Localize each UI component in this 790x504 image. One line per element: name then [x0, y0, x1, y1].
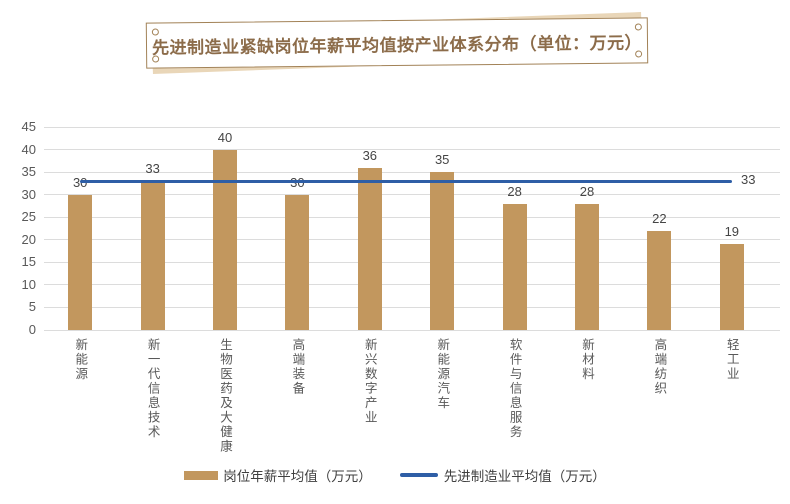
average-line — [80, 179, 732, 183]
average-line-label: 33 — [741, 172, 756, 188]
gridline — [44, 126, 780, 128]
bar-value-label: 40 — [217, 129, 233, 145]
gridline — [44, 261, 780, 263]
x-axis-category-label: 新一代信息技术 — [145, 338, 160, 440]
gridline — [44, 284, 780, 286]
gridline — [44, 171, 780, 173]
bar-value-label: 33 — [145, 161, 160, 177]
bar — [719, 244, 744, 330]
legend-item-line: 先进制造业平均值（万元） — [399, 465, 606, 485]
x-axis-category-label: 新兴数字产业 — [362, 338, 377, 425]
bar — [430, 172, 455, 330]
y-axis-tick-label: 30 — [21, 186, 36, 202]
y-axis-tick-label: 0 — [28, 322, 36, 337]
bar-value-label: 36 — [362, 147, 378, 163]
gridline — [44, 329, 780, 331]
bar — [285, 194, 310, 330]
y-axis-tick-label: 10 — [21, 276, 36, 292]
gridline — [44, 194, 780, 196]
y-axis-tick-label: 35 — [21, 164, 36, 180]
bar-value-label: 19 — [724, 224, 740, 240]
x-axis-category-label: 轻工业 — [724, 338, 739, 382]
bar-value-label: 28 — [579, 183, 595, 199]
y-axis-tick-label: 15 — [21, 254, 36, 270]
gridline — [44, 216, 780, 218]
y-axis-tick-label: 45 — [21, 119, 36, 134]
bar-series-swatch-icon — [184, 470, 219, 480]
bar — [68, 194, 93, 330]
y-axis-tick-label: 40 — [21, 141, 36, 157]
x-axis-category-label: 软件与信息服务 — [507, 338, 522, 440]
x-axis-category-label: 高端纺织 — [652, 338, 667, 396]
bar — [357, 167, 382, 330]
line-series-swatch-icon — [399, 473, 438, 477]
bar-value-label: 28 — [507, 183, 522, 199]
gridline — [44, 149, 780, 151]
legend-line-label: 先进制造业平均值（万元） — [443, 469, 606, 484]
x-axis-category-label: 新材料 — [580, 338, 594, 382]
bar — [213, 149, 237, 330]
bar — [502, 203, 527, 330]
bar-value-label: 22 — [652, 210, 667, 226]
bar — [647, 230, 672, 330]
legend-item-bar: 岗位年薪平均值（万元） — [184, 465, 372, 485]
bar-value-label: 35 — [434, 152, 450, 168]
x-axis-category-label: 新能源汽车 — [435, 338, 450, 411]
x-axis-category-label: 生物医药及大健康 — [218, 338, 232, 454]
bar — [140, 181, 165, 330]
legend-bar-label: 岗位年薪平均值（万元） — [223, 469, 372, 484]
gridline — [44, 239, 780, 241]
x-axis-category-label: 高端装备 — [290, 338, 305, 396]
x-axis-category-label: 新能源 — [73, 338, 88, 382]
y-axis-tick-label: 5 — [28, 299, 36, 315]
gridline — [44, 306, 780, 308]
y-axis-tick-label: 25 — [21, 209, 36, 225]
y-axis-tick-label: 20 — [21, 231, 36, 247]
bar — [575, 203, 599, 330]
chart-legend: 岗位年薪平均值（万元） 先进制造业平均值（万元） — [0, 465, 790, 485]
